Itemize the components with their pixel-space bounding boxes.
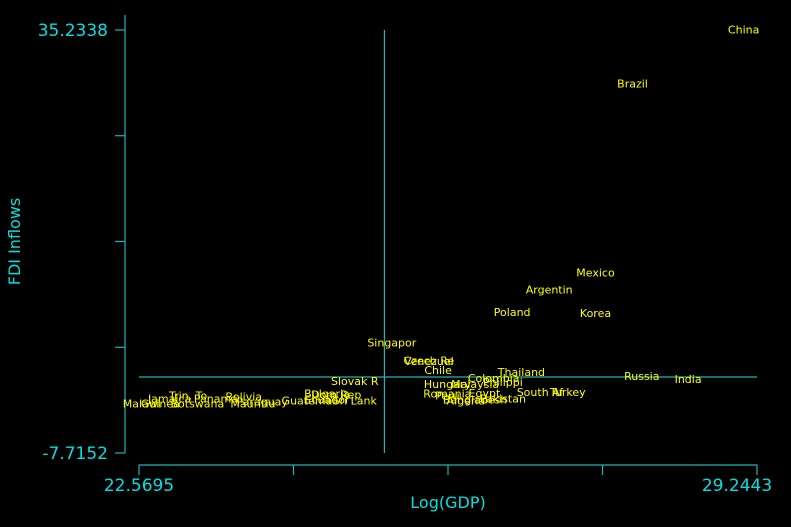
point-label: Egypt (469, 387, 501, 400)
point-label: Slovak R (331, 375, 379, 388)
point-label: Singapor (367, 337, 416, 350)
point-label: Chile (424, 364, 452, 377)
point-label: Russia (624, 370, 659, 383)
point-label: South Af (517, 386, 565, 399)
point-label: Hungary (424, 378, 471, 391)
point-label: Guinea (141, 398, 180, 411)
point-label: Turkey (549, 386, 586, 399)
x-axis-ticks (138, 465, 758, 475)
point-label: Pakistan (480, 393, 526, 406)
point-label: Mexico (576, 267, 615, 280)
point-label: Poland (494, 306, 531, 319)
point-label: Romania (423, 388, 471, 401)
point-label: Brazil (617, 78, 648, 91)
point-label: Trin. To (168, 390, 207, 403)
point-label: Botswana (170, 398, 224, 411)
point-label: Jamaica (147, 393, 191, 406)
point-label: Algeria (447, 395, 486, 408)
point-label: Korea (580, 307, 611, 320)
y-tick-label-max: 35.2338 (38, 21, 108, 41)
point-label: Peru (435, 390, 460, 403)
x-tick-label-max: 29.2443 (702, 476, 772, 496)
point-label: China (728, 23, 759, 36)
point-label: Ecuador (305, 394, 350, 407)
point-label: Argentin (526, 283, 573, 296)
y-tick-label-min: -7.7152 (42, 444, 108, 464)
point-label: Czech Re (404, 354, 455, 367)
point-label: Malaysia (451, 378, 499, 391)
point-label: Philippi (483, 376, 523, 389)
point-label: Bangladesh (443, 394, 508, 407)
point-label: Malawi (123, 398, 161, 411)
point-label: Colombia (468, 372, 520, 385)
point-label: Guatemal (282, 395, 336, 408)
point-label: India (675, 373, 702, 386)
point-label: Sri Lank (333, 395, 378, 408)
point-label: Mauritiu (230, 398, 275, 411)
point-label: Thailand (497, 366, 545, 379)
y-axis-ticks (115, 29, 125, 454)
point-label: Bolivia (225, 391, 262, 404)
x-tick-label-min: 22.5695 (104, 476, 174, 496)
point-label: Paraguay (237, 396, 289, 409)
point-label: Bulgaria (304, 388, 350, 401)
y-axis-title: FDI Inflows (5, 198, 24, 285)
x-axis-title: Log(GDP) (410, 493, 485, 512)
point-label: Panama (194, 393, 238, 406)
point-label: Venezuel (404, 355, 454, 368)
point-label: Dom Rep (311, 389, 361, 402)
